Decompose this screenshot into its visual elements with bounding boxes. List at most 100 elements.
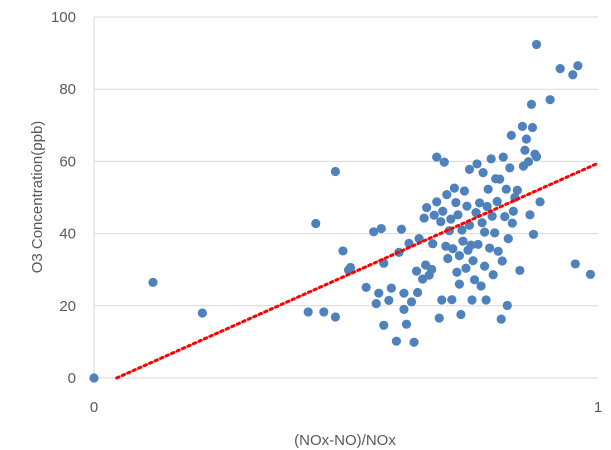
data-point — [472, 159, 482, 169]
data-point — [525, 210, 535, 220]
data-point — [454, 251, 464, 261]
data-point — [391, 336, 401, 346]
data-point — [535, 197, 545, 207]
data-point — [371, 299, 381, 309]
y-axis-title: O3 Concentration(ppb) — [29, 121, 46, 274]
data-point — [523, 157, 534, 167]
data-point — [482, 201, 492, 212]
data-point — [432, 197, 442, 207]
data-point — [503, 234, 513, 244]
data-point — [570, 259, 580, 269]
data-point — [485, 243, 495, 253]
data-point — [452, 267, 462, 277]
gridlines — [94, 16, 598, 307]
data-point — [338, 246, 348, 256]
y-tick-label: 40 — [59, 226, 76, 243]
data-point — [527, 122, 538, 133]
data-point — [414, 234, 424, 244]
trendline — [115, 161, 600, 380]
data-point — [411, 266, 422, 276]
data-point — [501, 184, 511, 194]
data-point — [422, 203, 432, 213]
data-point — [428, 239, 438, 249]
data-point — [464, 164, 475, 174]
data-point — [585, 269, 596, 279]
data-point — [495, 174, 505, 184]
data-point — [438, 206, 448, 216]
data-point — [374, 288, 384, 298]
data-point — [486, 154, 496, 164]
data-point — [515, 265, 525, 276]
data-point — [480, 261, 490, 271]
data-point — [467, 295, 477, 305]
data-point — [343, 265, 354, 275]
data-point — [379, 320, 389, 330]
data-point — [492, 196, 502, 207]
data-point — [427, 264, 437, 274]
data-point — [449, 183, 459, 193]
data-point — [419, 213, 429, 223]
data-point — [498, 152, 508, 162]
data-point — [439, 157, 449, 167]
data-point — [531, 39, 542, 50]
y-tick-labels: 0 20 40 60 80 100 — [51, 9, 76, 387]
data-point — [384, 295, 394, 305]
data-point — [456, 309, 466, 320]
data-point — [436, 217, 446, 227]
data-point — [487, 211, 497, 221]
data-point — [477, 218, 487, 228]
data-point — [458, 236, 468, 246]
data-point — [505, 163, 515, 173]
data-points — [89, 39, 596, 383]
x-axis-title: (NOx-NO)/NOx — [294, 432, 396, 449]
data-point — [481, 295, 491, 305]
data-point — [506, 130, 516, 141]
data-point — [493, 246, 503, 256]
data-point — [480, 227, 490, 237]
data-point — [466, 240, 476, 250]
data-point — [330, 312, 341, 322]
data-point — [512, 185, 522, 195]
axes — [93, 17, 598, 379]
data-point — [441, 241, 451, 251]
data-point — [386, 283, 396, 293]
data-point — [361, 282, 371, 292]
data-point — [488, 270, 498, 280]
data-point — [468, 256, 478, 266]
data-point — [457, 225, 467, 235]
y-tick-label: 60 — [59, 153, 76, 170]
data-point — [446, 214, 456, 224]
data-point — [473, 239, 483, 250]
y-tick-label: 20 — [59, 298, 76, 315]
data-point — [399, 304, 409, 315]
data-point — [443, 253, 453, 264]
data-point — [330, 166, 341, 177]
data-point — [531, 152, 542, 162]
y-tick-label: 100 — [51, 9, 76, 26]
data-point — [459, 186, 470, 196]
x-tick-label: 0 — [90, 399, 98, 416]
data-point — [573, 61, 583, 71]
data-point — [434, 313, 444, 323]
data-point — [412, 287, 423, 298]
data-point — [197, 308, 207, 318]
data-point — [496, 314, 506, 324]
data-point — [89, 373, 99, 383]
data-point — [528, 229, 539, 239]
data-point — [476, 281, 486, 291]
data-point — [474, 198, 485, 208]
data-point — [568, 70, 578, 80]
data-point — [409, 337, 419, 347]
data-point — [448, 244, 458, 254]
data-point — [396, 224, 407, 234]
trendline-layer — [115, 161, 600, 380]
data-point — [469, 275, 480, 285]
data-point — [447, 295, 457, 305]
data-point — [401, 319, 412, 329]
data-point — [453, 210, 463, 220]
data-point — [148, 277, 158, 287]
data-point — [303, 307, 313, 317]
data-point — [508, 206, 518, 216]
